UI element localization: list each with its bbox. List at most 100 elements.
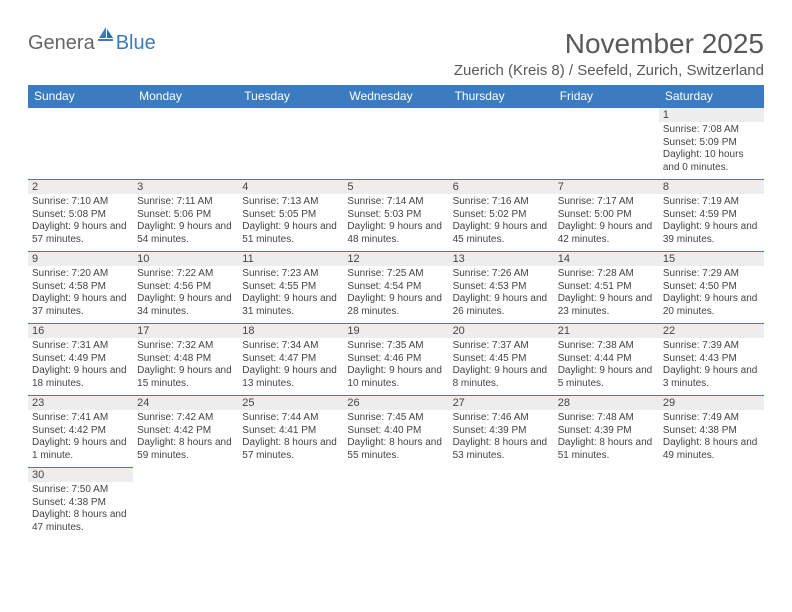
day-data: Sunrise: 7:20 AMSunset: 4:58 PMDaylight:… bbox=[28, 266, 133, 322]
calendar-day-cell bbox=[449, 467, 554, 539]
day-data: Sunrise: 7:32 AMSunset: 4:48 PMDaylight:… bbox=[133, 338, 238, 394]
daylight-text: Daylight: 9 hours and 10 minutes. bbox=[347, 365, 444, 390]
daylight-text: Daylight: 9 hours and 8 minutes. bbox=[453, 365, 550, 390]
day-number: 22 bbox=[659, 323, 764, 338]
calendar-day-cell: 9Sunrise: 7:20 AMSunset: 4:58 PMDaylight… bbox=[28, 251, 133, 323]
logo: Genera Blue bbox=[28, 32, 156, 55]
daylight-text: Daylight: 9 hours and 26 minutes. bbox=[453, 293, 550, 318]
sunset-text: Sunset: 4:46 PM bbox=[347, 353, 444, 366]
calendar-day-cell: 15Sunrise: 7:29 AMSunset: 4:50 PMDayligh… bbox=[659, 251, 764, 323]
sunrise-text: Sunrise: 7:16 AM bbox=[453, 196, 550, 209]
sunrise-text: Sunrise: 7:22 AM bbox=[137, 268, 234, 281]
daylight-text: Daylight: 9 hours and 15 minutes. bbox=[137, 365, 234, 390]
calendar-day-cell: 18Sunrise: 7:34 AMSunset: 4:47 PMDayligh… bbox=[238, 323, 343, 395]
sunset-text: Sunset: 4:59 PM bbox=[663, 209, 760, 222]
daylight-text: Daylight: 9 hours and 48 minutes. bbox=[347, 221, 444, 246]
location: Zuerich (Kreis 8) / Seefeld, Zurich, Swi… bbox=[454, 62, 764, 79]
sunrise-text: Sunrise: 7:28 AM bbox=[558, 268, 655, 281]
calendar-day-cell: 30Sunrise: 7:50 AMSunset: 4:38 PMDayligh… bbox=[28, 467, 133, 539]
sunset-text: Sunset: 4:40 PM bbox=[347, 425, 444, 438]
logo-text-2: Blue bbox=[116, 32, 156, 55]
sunrise-text: Sunrise: 7:26 AM bbox=[453, 268, 550, 281]
sunset-text: Sunset: 4:38 PM bbox=[663, 425, 760, 438]
month-title: November 2025 bbox=[454, 28, 764, 60]
sunset-text: Sunset: 4:56 PM bbox=[137, 281, 234, 294]
sunrise-text: Sunrise: 7:42 AM bbox=[137, 412, 234, 425]
sunrise-text: Sunrise: 7:13 AM bbox=[242, 196, 339, 209]
daylight-text: Daylight: 9 hours and 37 minutes. bbox=[32, 293, 129, 318]
calendar-body: 1Sunrise: 7:08 AMSunset: 5:09 PMDaylight… bbox=[28, 107, 764, 539]
calendar-table: Sunday Monday Tuesday Wednesday Thursday… bbox=[28, 85, 764, 539]
sunset-text: Sunset: 5:03 PM bbox=[347, 209, 444, 222]
day-data: Sunrise: 7:45 AMSunset: 4:40 PMDaylight:… bbox=[343, 410, 448, 466]
day-number: 24 bbox=[133, 395, 238, 410]
weekday-header: Monday bbox=[133, 85, 238, 107]
day-number: 17 bbox=[133, 323, 238, 338]
daylight-text: Daylight: 9 hours and 28 minutes. bbox=[347, 293, 444, 318]
sunset-text: Sunset: 4:41 PM bbox=[242, 425, 339, 438]
daylight-text: Daylight: 9 hours and 5 minutes. bbox=[558, 365, 655, 390]
sunset-text: Sunset: 4:55 PM bbox=[242, 281, 339, 294]
title-block: November 2025 Zuerich (Kreis 8) / Seefel… bbox=[454, 28, 764, 79]
calendar-day-cell: 17Sunrise: 7:32 AMSunset: 4:48 PMDayligh… bbox=[133, 323, 238, 395]
sunrise-text: Sunrise: 7:46 AM bbox=[453, 412, 550, 425]
sunset-text: Sunset: 4:39 PM bbox=[453, 425, 550, 438]
calendar-day-cell bbox=[133, 107, 238, 179]
calendar-day-cell: 12Sunrise: 7:25 AMSunset: 4:54 PMDayligh… bbox=[343, 251, 448, 323]
calendar-week-row: 30Sunrise: 7:50 AMSunset: 4:38 PMDayligh… bbox=[28, 467, 764, 539]
weekday-header: Sunday bbox=[28, 85, 133, 107]
day-number: 10 bbox=[133, 251, 238, 266]
day-number: 7 bbox=[554, 179, 659, 194]
daylight-text: Daylight: 8 hours and 47 minutes. bbox=[32, 509, 129, 534]
calendar-day-cell bbox=[343, 467, 448, 539]
sunrise-text: Sunrise: 7:08 AM bbox=[663, 124, 760, 137]
sunset-text: Sunset: 4:45 PM bbox=[453, 353, 550, 366]
daylight-text: Daylight: 9 hours and 42 minutes. bbox=[558, 221, 655, 246]
day-number: 14 bbox=[554, 251, 659, 266]
daylight-text: Daylight: 10 hours and 0 minutes. bbox=[663, 149, 760, 174]
calendar-day-cell: 10Sunrise: 7:22 AMSunset: 4:56 PMDayligh… bbox=[133, 251, 238, 323]
calendar-day-cell: 27Sunrise: 7:46 AMSunset: 4:39 PMDayligh… bbox=[449, 395, 554, 467]
day-number: 26 bbox=[343, 395, 448, 410]
calendar-day-cell: 23Sunrise: 7:41 AMSunset: 4:42 PMDayligh… bbox=[28, 395, 133, 467]
weekday-header: Thursday bbox=[449, 85, 554, 107]
day-number: 25 bbox=[238, 395, 343, 410]
daylight-text: Daylight: 9 hours and 57 minutes. bbox=[32, 221, 129, 246]
day-data: Sunrise: 7:35 AMSunset: 4:46 PMDaylight:… bbox=[343, 338, 448, 394]
sunrise-text: Sunrise: 7:34 AM bbox=[242, 340, 339, 353]
calendar-week-row: 9Sunrise: 7:20 AMSunset: 4:58 PMDaylight… bbox=[28, 251, 764, 323]
sunrise-text: Sunrise: 7:10 AM bbox=[32, 196, 129, 209]
day-number: 15 bbox=[659, 251, 764, 266]
sunset-text: Sunset: 4:51 PM bbox=[558, 281, 655, 294]
calendar-day-cell: 14Sunrise: 7:28 AMSunset: 4:51 PMDayligh… bbox=[554, 251, 659, 323]
day-number: 11 bbox=[238, 251, 343, 266]
logo-text-1: Genera bbox=[28, 32, 95, 55]
day-number: 8 bbox=[659, 179, 764, 194]
day-data: Sunrise: 7:13 AMSunset: 5:05 PMDaylight:… bbox=[238, 194, 343, 250]
calendar-day-cell: 28Sunrise: 7:48 AMSunset: 4:39 PMDayligh… bbox=[554, 395, 659, 467]
calendar-day-cell: 5Sunrise: 7:14 AMSunset: 5:03 PMDaylight… bbox=[343, 179, 448, 251]
sunrise-text: Sunrise: 7:50 AM bbox=[32, 484, 129, 497]
sunset-text: Sunset: 5:08 PM bbox=[32, 209, 129, 222]
sunset-text: Sunset: 4:50 PM bbox=[663, 281, 760, 294]
sunrise-text: Sunrise: 7:45 AM bbox=[347, 412, 444, 425]
calendar-day-cell bbox=[554, 467, 659, 539]
day-number: 2 bbox=[28, 179, 133, 194]
day-data: Sunrise: 7:11 AMSunset: 5:06 PMDaylight:… bbox=[133, 194, 238, 250]
calendar-day-cell bbox=[449, 107, 554, 179]
calendar-day-cell: 1Sunrise: 7:08 AMSunset: 5:09 PMDaylight… bbox=[659, 107, 764, 179]
day-data: Sunrise: 7:29 AMSunset: 4:50 PMDaylight:… bbox=[659, 266, 764, 322]
day-data: Sunrise: 7:10 AMSunset: 5:08 PMDaylight:… bbox=[28, 194, 133, 250]
sunrise-text: Sunrise: 7:23 AM bbox=[242, 268, 339, 281]
daylight-text: Daylight: 8 hours and 53 minutes. bbox=[453, 437, 550, 462]
day-data: Sunrise: 7:41 AMSunset: 4:42 PMDaylight:… bbox=[28, 410, 133, 466]
sunrise-text: Sunrise: 7:37 AM bbox=[453, 340, 550, 353]
calendar-day-cell: 2Sunrise: 7:10 AMSunset: 5:08 PMDaylight… bbox=[28, 179, 133, 251]
daylight-text: Daylight: 8 hours and 57 minutes. bbox=[242, 437, 339, 462]
sunrise-text: Sunrise: 7:25 AM bbox=[347, 268, 444, 281]
day-number: 12 bbox=[343, 251, 448, 266]
day-data: Sunrise: 7:28 AMSunset: 4:51 PMDaylight:… bbox=[554, 266, 659, 322]
daylight-text: Daylight: 9 hours and 18 minutes. bbox=[32, 365, 129, 390]
day-number: 9 bbox=[28, 251, 133, 266]
sunrise-text: Sunrise: 7:20 AM bbox=[32, 268, 129, 281]
